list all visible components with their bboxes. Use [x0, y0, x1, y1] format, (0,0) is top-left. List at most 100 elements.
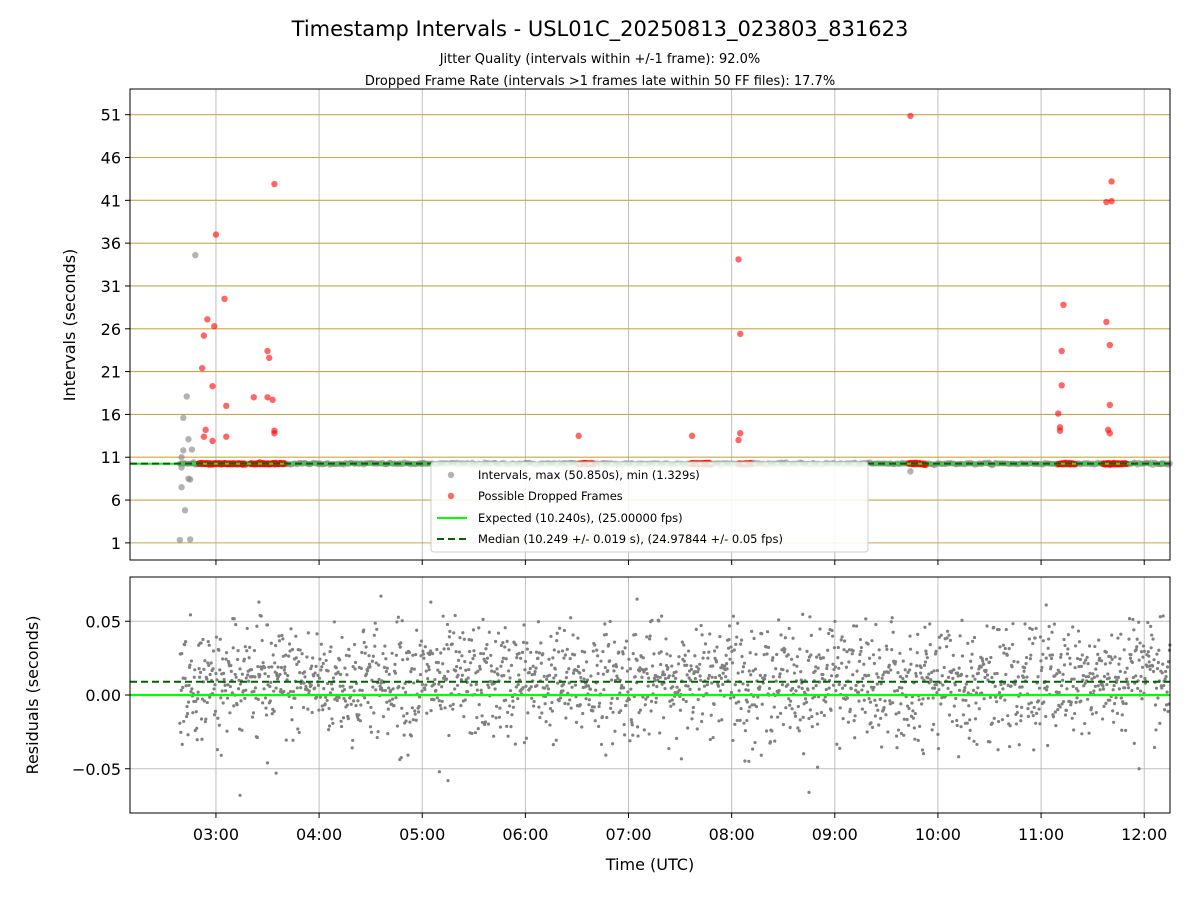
- dropped-frame-point-11: [223, 433, 230, 440]
- chart-subtitle-jitter: Jitter Quality (intervals within +/-1 fr…: [439, 52, 761, 67]
- residual-point: [674, 670, 678, 674]
- residual-point: [899, 731, 903, 736]
- residual-point: [854, 624, 859, 628]
- residual-point: [1091, 672, 1095, 676]
- residual-point: [290, 647, 295, 652]
- residual-point: [801, 612, 805, 616]
- residual-point: [627, 657, 631, 661]
- residual-point: [961, 713, 966, 717]
- residual-point: [1122, 648, 1126, 652]
- residual-point: [331, 721, 335, 725]
- residual-point: [466, 690, 470, 694]
- residual-point: [1102, 674, 1107, 679]
- residual-point: [318, 657, 322, 661]
- residual-point: [595, 648, 599, 652]
- interval-point-0: [176, 536, 184, 544]
- residual-point: [816, 722, 820, 726]
- residual-point: [1090, 712, 1095, 716]
- residual-point: [830, 628, 834, 633]
- residual-point: [245, 626, 249, 631]
- residual-point: [448, 704, 452, 708]
- interval-point-11: [186, 476, 194, 483]
- residual-point: [387, 686, 391, 690]
- dropped-frame-point-24: [735, 436, 742, 444]
- residual-point: [821, 672, 825, 677]
- residual-point: [802, 752, 806, 756]
- residual-point: [602, 687, 606, 692]
- residual-point: [1006, 683, 1010, 687]
- residual-point: [466, 676, 470, 680]
- residual-point: [1053, 710, 1057, 714]
- residual-point: [1092, 675, 1096, 679]
- residual-point: [663, 676, 668, 681]
- residual-point: [385, 700, 389, 704]
- residual-point: [777, 688, 781, 693]
- residual-point: [1131, 617, 1135, 622]
- residual-point: [534, 666, 538, 670]
- residual-point: [902, 733, 906, 737]
- residual-point: [1135, 645, 1139, 649]
- residual-point: [641, 695, 645, 699]
- residual-point: [631, 733, 635, 737]
- residual-point: [874, 622, 878, 627]
- residual-point: [977, 667, 981, 671]
- residual-point: [628, 667, 632, 671]
- residual-point: [968, 728, 972, 732]
- residual-point: [584, 660, 589, 664]
- residual-point: [999, 682, 1003, 687]
- residual-point: [1098, 688, 1102, 692]
- residual-point: [629, 687, 633, 691]
- residual-point: [1031, 714, 1035, 718]
- residual-point: [606, 669, 610, 673]
- residual-point: [732, 648, 736, 652]
- residual-point: [1024, 655, 1029, 660]
- residual-point: [661, 716, 666, 720]
- residual-point: [1016, 675, 1020, 679]
- residual-point: [179, 688, 183, 693]
- residual-point: [965, 721, 969, 725]
- residual-point: [945, 629, 950, 633]
- residual-point: [311, 656, 315, 660]
- residual-point: [401, 686, 405, 690]
- residual-point: [314, 664, 318, 668]
- residual-point: [769, 715, 773, 719]
- residual-point: [879, 682, 883, 686]
- residual-point: [418, 673, 423, 677]
- residual-point: [1045, 688, 1049, 692]
- dropped-frame-point-12: [250, 394, 257, 401]
- residual-point: [582, 677, 586, 681]
- residual-point: [902, 717, 906, 721]
- residual-point: [869, 721, 873, 725]
- residual-point: [809, 633, 813, 637]
- residual-point: [539, 661, 543, 665]
- residual-point: [339, 724, 344, 729]
- residual-point: [504, 698, 508, 702]
- residual-point: [414, 652, 418, 657]
- residual-point: [576, 664, 580, 669]
- residual-point: [645, 672, 649, 676]
- residual-point: [453, 613, 457, 618]
- residual-point: [1087, 731, 1091, 735]
- residual-point: [747, 669, 751, 673]
- residual-point: [456, 673, 460, 677]
- residual-point: [900, 686, 904, 690]
- residual-point: [702, 650, 706, 655]
- residual-point: [373, 621, 377, 625]
- residual-point: [1041, 639, 1045, 643]
- residual-point: [197, 675, 202, 679]
- residual-point: [1146, 650, 1150, 654]
- residual-point: [470, 731, 474, 736]
- interval-point-3: [178, 454, 185, 461]
- residual-point: [266, 674, 271, 678]
- residual-point: [920, 676, 924, 680]
- dropped-frame-point-15: [264, 394, 271, 401]
- residual-point: [756, 695, 760, 699]
- residual-point: [979, 665, 983, 669]
- residual-point: [1036, 699, 1041, 703]
- residual-point: [525, 647, 529, 651]
- residual-point: [888, 699, 892, 703]
- residual-point: [1108, 661, 1112, 665]
- residual-point: [1163, 669, 1168, 674]
- residual-point: [326, 728, 331, 732]
- residual-point: [697, 687, 701, 691]
